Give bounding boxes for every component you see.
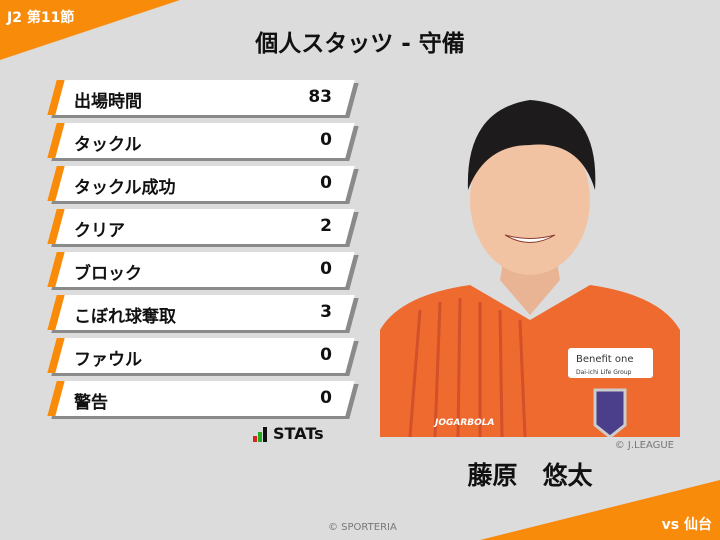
- stat-label: ブロック: [74, 264, 142, 284]
- stat-value: 2: [320, 216, 332, 236]
- bar-chart-icon: [253, 427, 267, 442]
- stat-row: こぼれ球奪取 3: [47, 295, 359, 333]
- stats-list: 出場時間 83 タックル 0 タックル成功 0 クリア 2 ブロック 0 こぼれ球奪取 3 ファウル 0 警…: [47, 80, 359, 424]
- stat-row: 出場時間 83: [47, 80, 359, 118]
- round-label: J2 第11節: [7, 10, 75, 26]
- stat-row: ファウル 0: [47, 338, 359, 376]
- stat-value: 0: [320, 173, 332, 193]
- stat-label: タックル成功: [74, 178, 176, 198]
- stat-value: 0: [320, 130, 332, 150]
- club-crest-icon: [593, 388, 627, 437]
- stat-value: 83: [308, 87, 332, 107]
- stat-row: 警告 0: [47, 381, 359, 419]
- photo-credit: © J.LEAGUE: [614, 440, 674, 451]
- stat-value: 0: [320, 259, 332, 279]
- stat-row: ブロック 0: [47, 252, 359, 290]
- copyright: © SPORTERIA: [328, 522, 397, 533]
- kit-brand-text: JOGARBOLA: [433, 418, 495, 428]
- player-photo: Benefit one Dai-ichi Life Group JOGARBOL…: [380, 70, 680, 437]
- stat-label: クリア: [74, 221, 125, 241]
- stats-logo: STATs: [253, 426, 324, 442]
- stat-row: クリア 2: [47, 209, 359, 247]
- stat-label: ファウル: [74, 350, 142, 370]
- opponent-label: vs 仙台: [661, 517, 712, 533]
- stat-label: こぼれ球奪取: [74, 307, 176, 327]
- stat-value: 0: [320, 345, 332, 365]
- stat-value: 3: [320, 302, 332, 322]
- stat-label: 出場時間: [74, 92, 142, 112]
- stats-logo-text: STATs: [273, 424, 324, 443]
- player-name: 藤原 悠太: [467, 461, 593, 490]
- sponsor-text: Benefit one: [576, 354, 634, 365]
- stat-row: タックル 0: [47, 123, 359, 161]
- stat-value: 0: [320, 388, 332, 408]
- stat-label: タックル: [74, 135, 142, 155]
- sponsor-sub-text: Dai-ichi Life Group: [576, 369, 632, 376]
- stat-label: 警告: [74, 393, 108, 413]
- stat-row: タックル成功 0: [47, 166, 359, 204]
- page-title: 個人スタッツ - 守備: [255, 31, 465, 57]
